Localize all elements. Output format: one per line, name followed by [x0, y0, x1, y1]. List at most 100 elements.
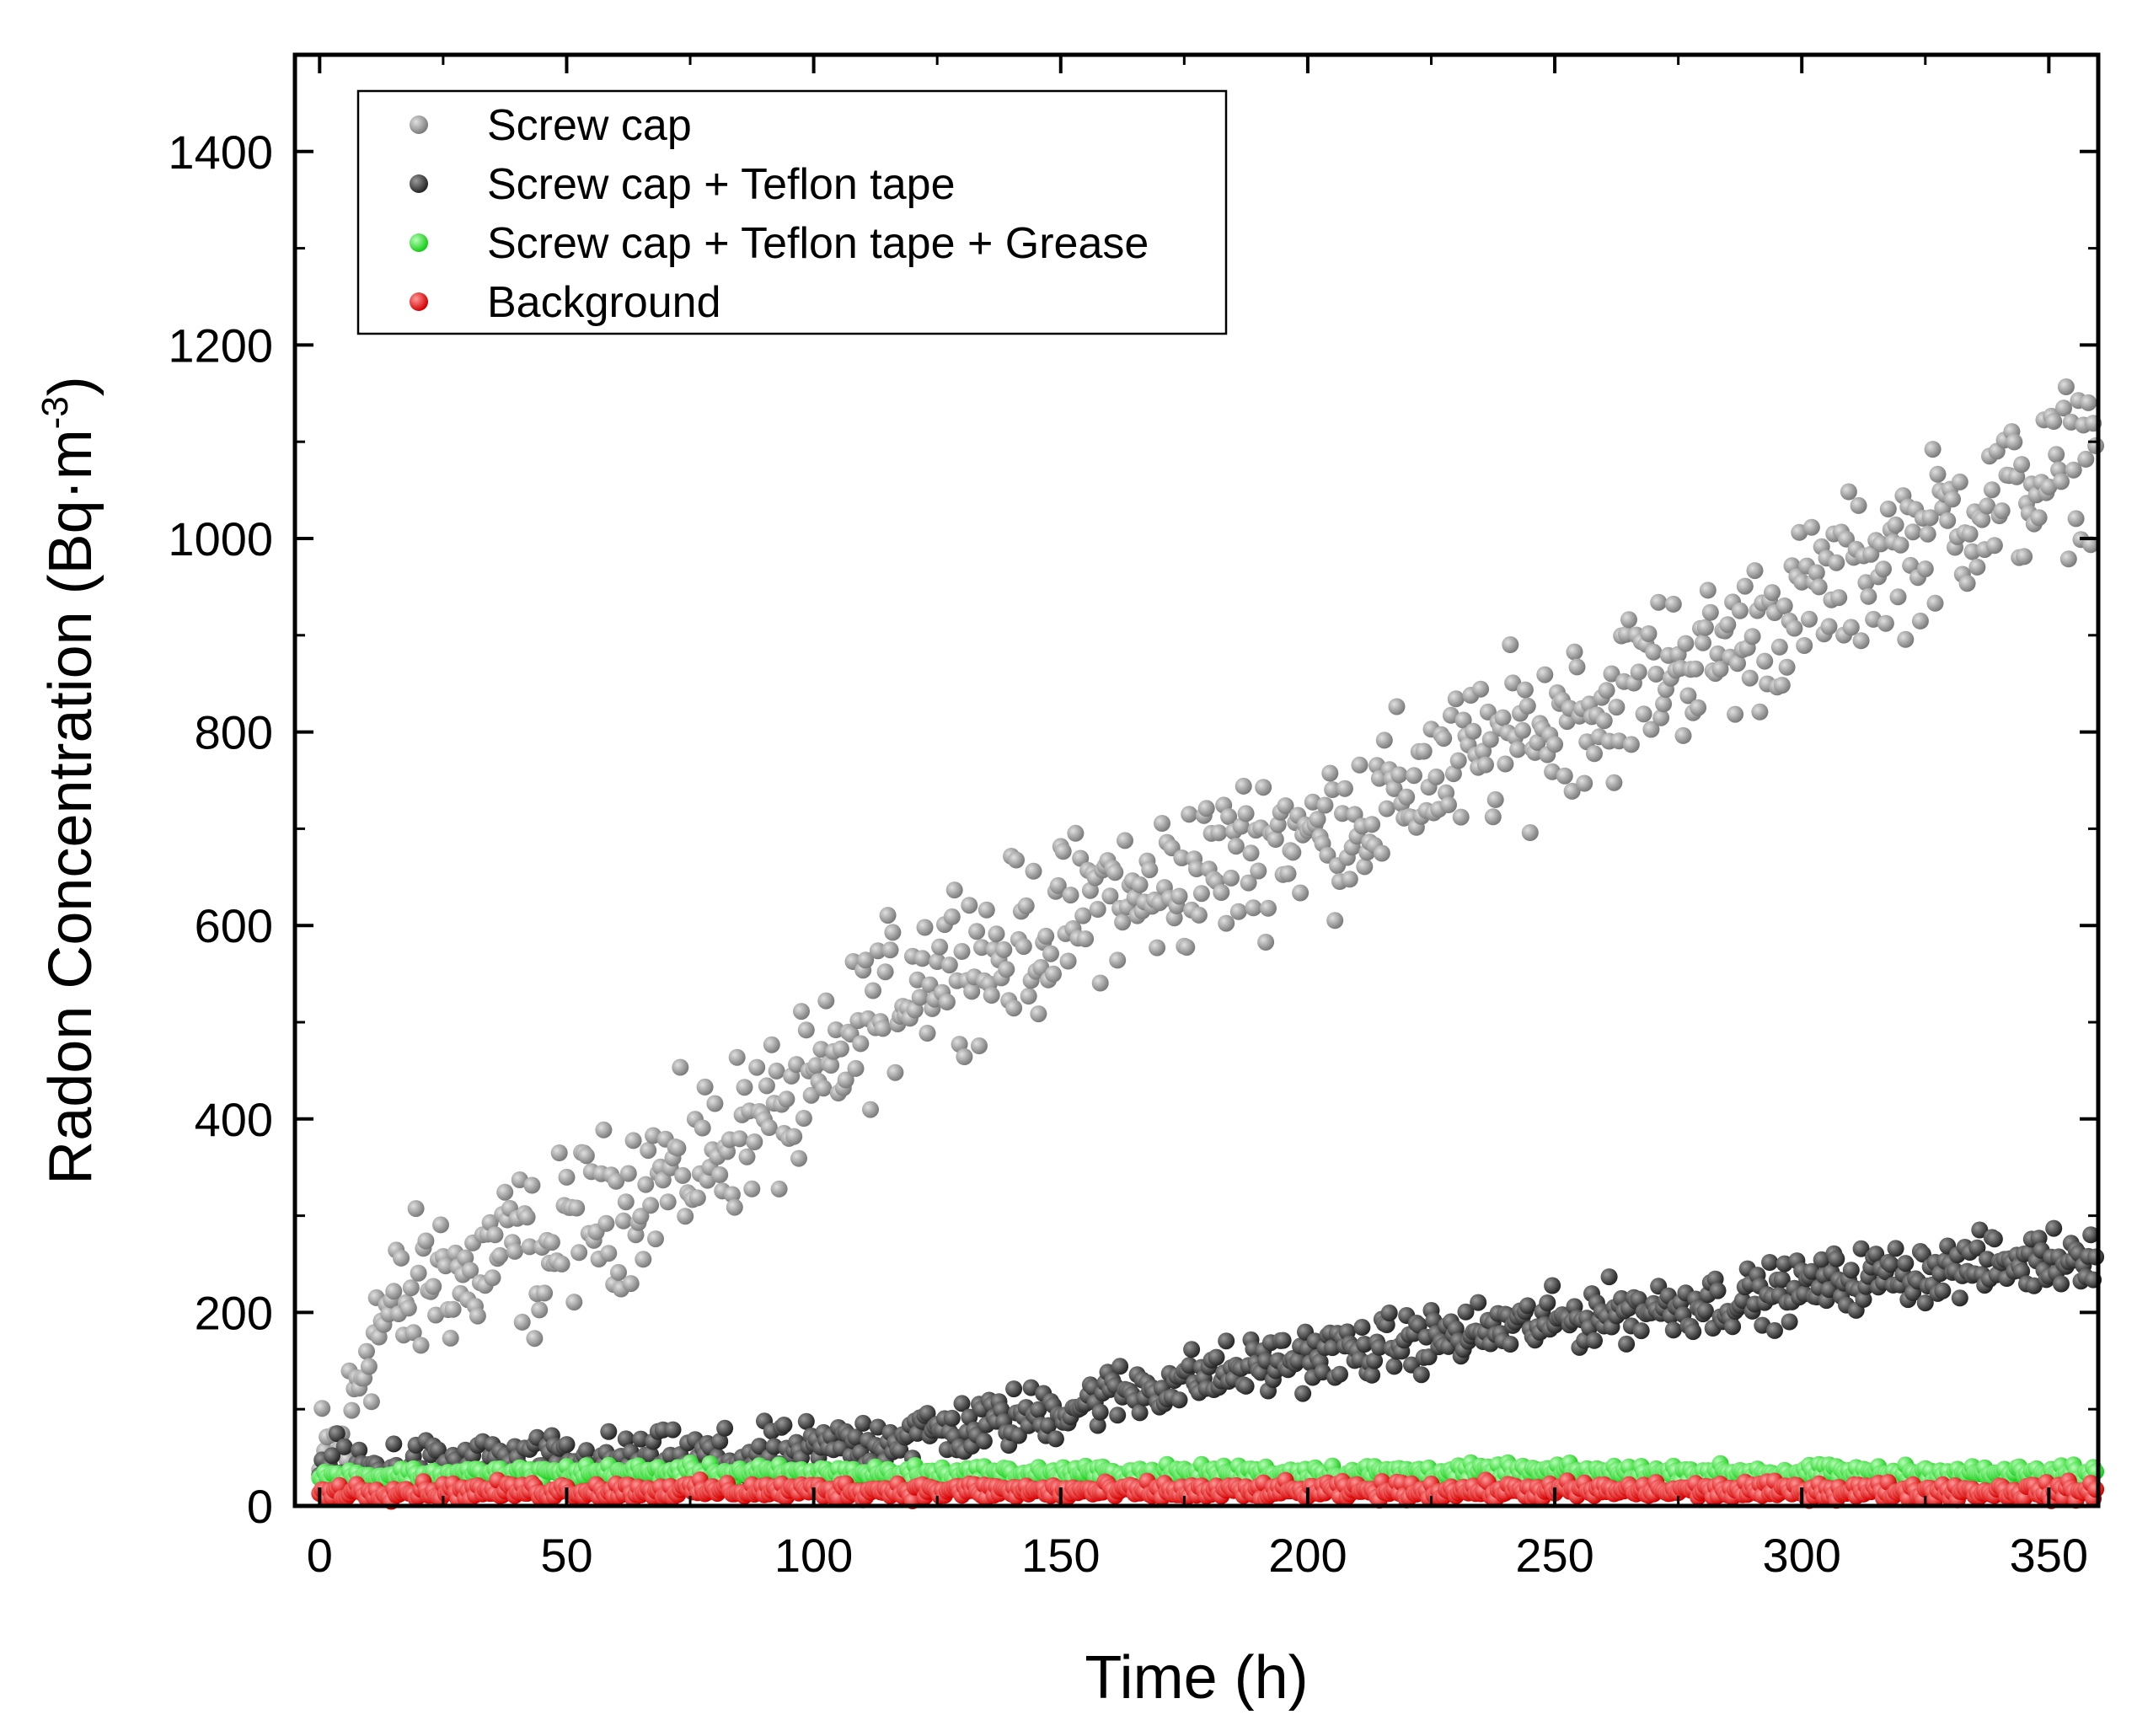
scatter-point — [822, 1057, 840, 1074]
scatter-point — [1260, 899, 1277, 917]
scatter-point — [968, 923, 986, 940]
scatter-point — [1642, 721, 1660, 738]
scatter-point — [971, 1037, 988, 1054]
scatter-point — [669, 1139, 687, 1157]
scatter-point — [536, 1284, 554, 1302]
scatter-point — [635, 1251, 652, 1268]
scatter-point — [2048, 446, 2065, 463]
scatter-point — [886, 1064, 904, 1081]
scatter-point — [565, 1294, 583, 1311]
scatter-point — [1045, 965, 1062, 983]
scatter-point — [2030, 509, 2048, 527]
scatter-point — [1674, 726, 1692, 744]
legend-label: Screw cap — [487, 101, 692, 150]
scatter-point — [1267, 831, 1284, 848]
scatter-point — [1608, 699, 1626, 716]
y-tick-label: 600 — [195, 899, 273, 952]
scatter-point — [1921, 509, 1939, 527]
scatter-point — [1255, 779, 1272, 796]
scatter-point — [1983, 481, 2000, 499]
scatter-point — [1183, 1341, 1201, 1358]
scatter-point — [1828, 554, 1845, 571]
scatter-point — [577, 1442, 595, 1460]
scatter-point — [874, 1020, 892, 1037]
scatter-point — [1390, 766, 1408, 784]
scatter-point — [998, 961, 1015, 978]
scatter-point — [1077, 930, 1095, 948]
scatter-point — [444, 1300, 462, 1318]
scatter-point — [469, 1307, 486, 1325]
scatter-point — [425, 1278, 442, 1295]
scatter-point — [1062, 887, 1079, 904]
scatter-point — [412, 1337, 430, 1354]
scatter-point — [711, 1433, 729, 1450]
scatter-point — [1618, 1335, 1636, 1353]
scatter-point — [1916, 1294, 1934, 1312]
scatter-point — [595, 1121, 613, 1139]
scatter-point — [506, 1242, 523, 1260]
scatter-point — [1904, 523, 1922, 541]
scatter-point — [1842, 619, 1860, 636]
legend-box — [356, 89, 1228, 335]
scatter-point — [2013, 456, 2031, 474]
scatter-point — [961, 897, 978, 914]
scatter-point — [1640, 625, 1658, 642]
scatter-point — [1237, 805, 1255, 822]
scatter-point — [360, 1358, 378, 1375]
scatter-point — [1067, 824, 1085, 842]
scatter-point — [943, 908, 961, 925]
scatter-point — [1005, 999, 1023, 1017]
scatter-point — [1985, 537, 2003, 555]
scatter-point — [1452, 808, 1470, 826]
legend: Screw cap Screw cap + Teflon tape Screw ca… — [356, 89, 1228, 335]
scatter-point — [1504, 674, 1522, 692]
axis-ticks: 0 50 100 150 200 250 300 350 0 200 400 600 800 1000 12… — [168, 55, 2098, 1582]
scatter-point — [919, 1025, 936, 1042]
legend-label: Background — [487, 278, 721, 327]
scatter-point — [1353, 1319, 1371, 1336]
scatter-point — [1170, 1391, 1188, 1409]
scatter-point — [1449, 752, 1467, 769]
scatter-point — [1951, 473, 1968, 490]
scatter-point — [1872, 535, 1889, 553]
x-tick-label: 200 — [1268, 1529, 1347, 1582]
scatter-point — [1926, 594, 1944, 612]
scatter-point — [1951, 1289, 1968, 1307]
y-axis-title: Radon Concentration (Bq·m-3) — [35, 376, 104, 1185]
scatter-point — [1516, 681, 1534, 699]
scatter-point — [402, 1279, 420, 1297]
scatter-point — [1622, 736, 1640, 753]
scatter-point — [1030, 1005, 1047, 1023]
x-tick-label: 150 — [1021, 1529, 1100, 1582]
scatter-point — [1484, 808, 1502, 826]
scatter-point — [1699, 581, 1717, 599]
scatter-point — [2053, 473, 2070, 490]
scatter-point — [2059, 550, 2077, 568]
scatter-point — [977, 901, 995, 919]
scatter-point — [324, 1447, 340, 1465]
scatter-point — [597, 1214, 615, 1232]
scatter-point — [1773, 677, 1791, 694]
scatter-point — [2080, 394, 2097, 411]
scatter-point — [1336, 780, 1353, 797]
scatter-point — [1250, 862, 1267, 880]
scatter-point — [817, 992, 835, 1010]
scatter-point — [526, 1330, 544, 1348]
scatter-point — [775, 1417, 793, 1433]
scatter-point — [1664, 595, 1682, 613]
scatter-point — [1635, 705, 1652, 723]
scatter-point — [1743, 628, 1761, 646]
scatter-point — [313, 1400, 331, 1417]
scatter-point — [1208, 1348, 1225, 1366]
scatter-point — [1647, 665, 1665, 683]
scatter-point — [785, 1128, 803, 1145]
scatter-point — [1274, 1331, 1292, 1349]
scatter-point — [790, 1149, 807, 1167]
scatter-point — [1781, 1313, 1798, 1331]
scatter-point — [1664, 1321, 1682, 1339]
scatter-point — [1855, 1290, 1872, 1308]
scatter-point — [1916, 560, 1934, 578]
scatter-point — [642, 1197, 660, 1214]
scatter-point — [1756, 652, 1774, 670]
scatter-point — [1188, 860, 1205, 877]
